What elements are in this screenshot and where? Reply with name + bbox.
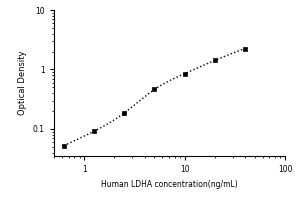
Y-axis label: Optical Density: Optical Density [18,51,27,115]
X-axis label: Human LDHA concentration(ng/mL): Human LDHA concentration(ng/mL) [101,180,238,189]
